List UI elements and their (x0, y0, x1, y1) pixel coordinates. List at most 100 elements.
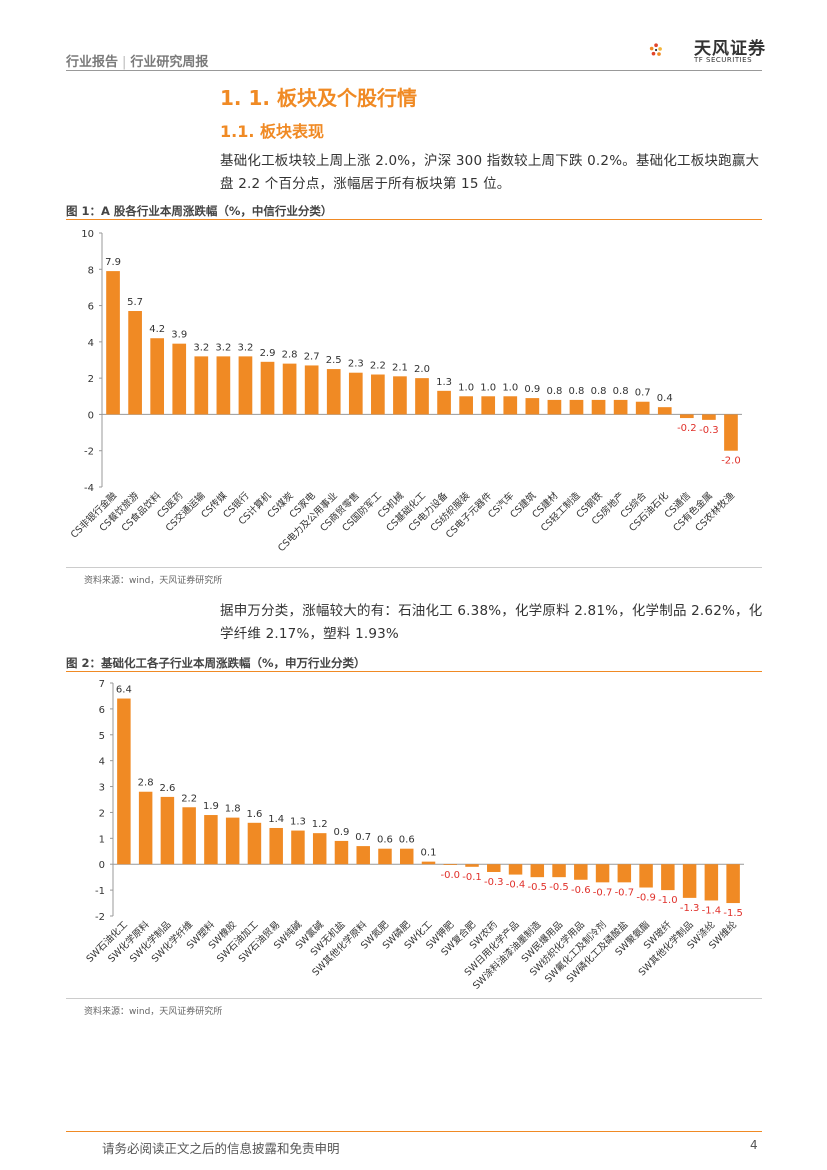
chart2-data-label: -0.5 (528, 882, 548, 893)
chart2-bar (334, 840, 349, 865)
chart1-y-tick-label: 2 (88, 374, 94, 385)
chart1-data-label: -0.2 (677, 423, 697, 434)
chart2-bar (117, 698, 131, 865)
chart1-bar (657, 407, 672, 415)
report-subtype-label: 行业研究周报 (130, 55, 209, 70)
chart2-y-tick-label: -2 (95, 912, 105, 923)
brand-name: 天风证券 (694, 39, 766, 59)
chart2-bar (421, 861, 436, 865)
chart1-data-label: -0.3 (699, 425, 719, 436)
figure2-source: 资料来源：wind，天风证券研究所 (84, 1007, 223, 1017)
chart1-data-label: 1.0 (458, 382, 474, 393)
chart2-bar (682, 864, 697, 898)
chart2-data-label: -0.5 (549, 882, 569, 893)
chart1-data-label: 1.0 (502, 382, 518, 393)
paragraph-subsector-summary: 据申万分类，涨幅较大的有：石油化工 6.38%，化学原料 2.81%，化学制品 … (220, 603, 763, 642)
chart1-bar (282, 363, 297, 415)
chart2-data-label: -1.5 (723, 908, 743, 919)
chart1-y-tick-label: -2 (84, 447, 94, 458)
chart2-bar (204, 815, 218, 865)
chart1-data-label: 0.4 (657, 393, 673, 404)
chart1-bar (591, 399, 606, 415)
chart2-bar (160, 796, 175, 865)
subsection-heading: 1.1. 板块表现 (220, 122, 324, 141)
chart2-bar (247, 822, 262, 865)
chart1-bar (304, 365, 319, 415)
chart1-data-label: 2.0 (414, 364, 430, 375)
chart2-data-label: 0.6 (377, 835, 393, 846)
header-divider (66, 70, 762, 71)
chart1-bar (393, 376, 407, 415)
chart2-data-label: -0.7 (615, 887, 635, 898)
chart1-data-label: 1.0 (480, 382, 496, 393)
chart2-bar (508, 864, 523, 875)
chart1-bar (326, 369, 341, 415)
chart2-data-label: 0.6 (399, 835, 415, 846)
chart1-data-label: 2.9 (260, 348, 276, 359)
chart2-y-tick-label: 7 (99, 679, 105, 690)
header-separator: | (122, 55, 127, 70)
figure1-top-rule (66, 219, 762, 220)
chart2-bar (465, 864, 479, 867)
footer-divider (66, 1131, 762, 1132)
chart2-data-label: 1.8 (225, 804, 241, 815)
chart1-bar (437, 390, 451, 415)
chart1-bar (415, 378, 429, 415)
chart2-y-tick-label: -1 (95, 886, 105, 897)
chart2-data-label: -0.4 (506, 880, 526, 891)
chart2-bar (726, 864, 740, 904)
chart1-bar (216, 356, 231, 415)
chart2-data-label: 0.1 (421, 848, 437, 859)
chart2-data-label: -1.4 (702, 905, 722, 916)
chart1-bar (569, 399, 584, 415)
figure2-bottom-rule (66, 998, 762, 999)
chart2-data-label: -0.7 (593, 887, 613, 898)
chart2-bar (704, 864, 719, 901)
chart1-data-label: 3.2 (237, 342, 253, 353)
figure2-title: 图 2：基础化工各子行业本周涨跌幅（%，申万行业分类） (66, 656, 366, 670)
chart2-data-label: 1.6 (246, 809, 262, 820)
chart2-bar (291, 830, 305, 865)
chart2-bar (617, 864, 632, 883)
chart2-bar (312, 833, 327, 865)
chart2-data-label: 1.4 (268, 814, 284, 825)
chart2-bar (225, 817, 240, 865)
chart1-bar (503, 396, 518, 415)
chart1-bar (150, 338, 165, 415)
chart2-bar (443, 864, 458, 865)
chart1-y-tick-label: 4 (88, 338, 94, 349)
chart2-y-tick-label: 1 (99, 834, 105, 845)
brand-subtitle: TF SECURITIES (694, 56, 753, 64)
chart2-bar (661, 864, 675, 891)
chart2-y-tick-label: 3 (99, 783, 105, 794)
chart1-data-label: 0.8 (569, 386, 585, 397)
chart1-data-label: 2.2 (370, 361, 386, 372)
chart1-data-label: 2.1 (392, 362, 408, 373)
chart2-data-label: 0.7 (355, 832, 371, 843)
chart2-data-label: -0.0 (441, 870, 461, 881)
chart1-y-tick-label: 10 (81, 229, 94, 240)
chart2-y-tick-label: 4 (99, 757, 105, 768)
chart1-bar (106, 271, 120, 415)
brand-logo-icon (649, 43, 662, 56)
chart1-bar (128, 311, 142, 415)
chart1-bar (702, 414, 716, 420)
chart2-bar (378, 848, 392, 865)
chart2-data-label: -1.0 (658, 895, 678, 906)
chart2-bar (530, 864, 545, 878)
chart1-data-label: 2.3 (348, 359, 364, 370)
figure2-top-rule (66, 671, 762, 672)
chart1-data-label: -2.0 (721, 456, 741, 467)
chart1-bar (547, 399, 562, 415)
chart1-data-label: 5.7 (127, 297, 143, 308)
chart1-bar (635, 401, 650, 415)
report-type: 行业报告 | 行业研究周报 (66, 51, 208, 70)
chart1-bar (525, 398, 540, 415)
footer-disclaimer: 请务必阅读正文之后的信息披露和免责申明 (102, 1141, 340, 1156)
chart2-data-label: 1.2 (312, 819, 328, 830)
chart2-data-label: 1.3 (290, 817, 306, 828)
report-type-label: 行业报告 (66, 55, 119, 70)
chart1-y-tick-label: 6 (88, 302, 94, 313)
chart1-bar (238, 356, 253, 415)
